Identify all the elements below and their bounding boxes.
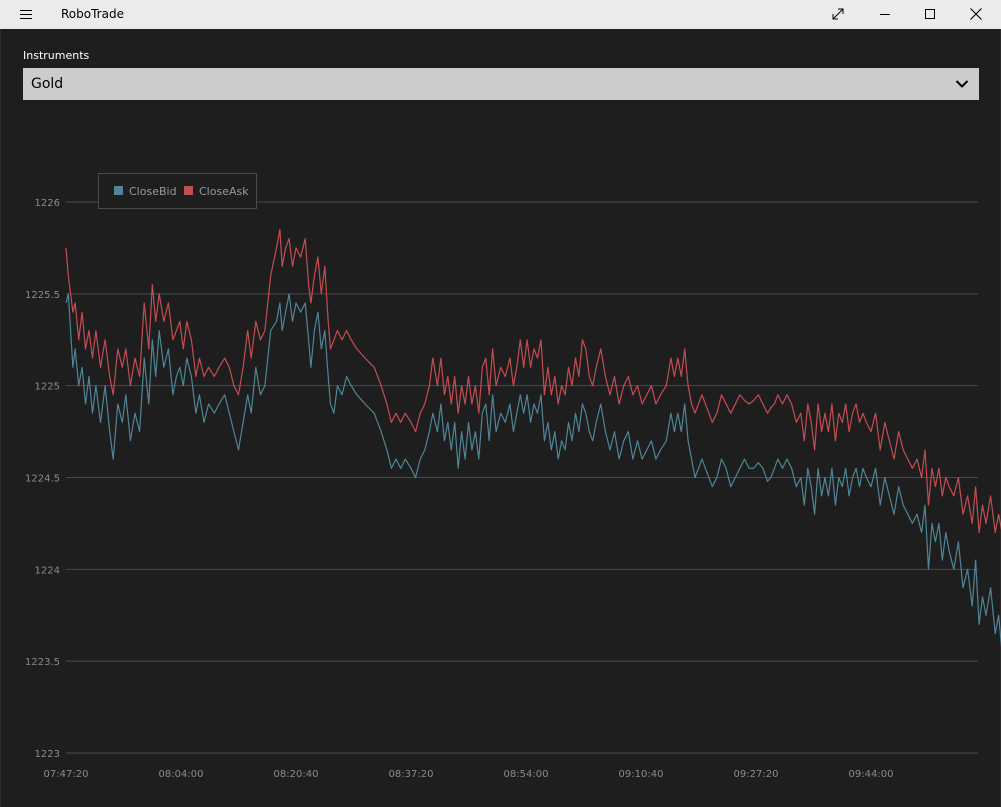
instrument-selected-value: Gold — [31, 76, 64, 92]
y-tick-label: 1226 — [35, 198, 60, 209]
chevron-down-icon — [955, 80, 969, 88]
title-bar: RoboTrade — [0, 0, 1001, 29]
maximize-icon — [925, 9, 935, 19]
y-tick-label: 1224.5 — [25, 474, 60, 485]
x-tick-label: 09:10:40 — [619, 769, 664, 780]
y-tick-label: 1223 — [35, 749, 60, 760]
instruments-label: Instruments — [23, 49, 90, 62]
y-tick-label: 1224 — [35, 565, 60, 576]
minimize-icon — [880, 14, 890, 15]
expand-diagonal-icon — [832, 8, 844, 20]
x-tick-label: 09:27:20 — [734, 769, 779, 780]
hamburger-icon[interactable] — [14, 7, 38, 23]
y-tick-label: 1225 — [35, 382, 60, 393]
minimize-button[interactable] — [862, 0, 908, 29]
x-tick-label: 08:37:20 — [389, 769, 434, 780]
fullscreen-button[interactable] — [815, 0, 861, 29]
y-tick-label: 1223.5 — [25, 657, 60, 668]
legend-swatch-closeask — [184, 186, 193, 195]
instrument-dropdown[interactable]: Gold — [23, 68, 979, 100]
x-tick-label: 08:54:00 — [504, 769, 549, 780]
app-title: RoboTrade — [61, 7, 124, 21]
maximize-button[interactable] — [907, 0, 953, 29]
x-tick-label: 08:04:00 — [159, 769, 204, 780]
legend-swatch-closebid — [114, 186, 123, 195]
close-icon — [970, 8, 982, 20]
legend-label-closeask: CloseAsk — [199, 185, 249, 198]
legend-label-closebid: CloseBid — [129, 185, 177, 198]
close-button[interactable] — [953, 0, 999, 29]
y-tick-label: 1225.5 — [25, 290, 60, 301]
x-tick-label: 09:44:00 — [849, 769, 894, 780]
x-tick-label: 07:47:20 — [44, 769, 89, 780]
series-line-closebid — [65, 293, 1001, 647]
series-line-closeask — [65, 229, 1001, 534]
x-tick-label: 08:20:40 — [274, 769, 319, 780]
legend-box — [98, 173, 257, 209]
